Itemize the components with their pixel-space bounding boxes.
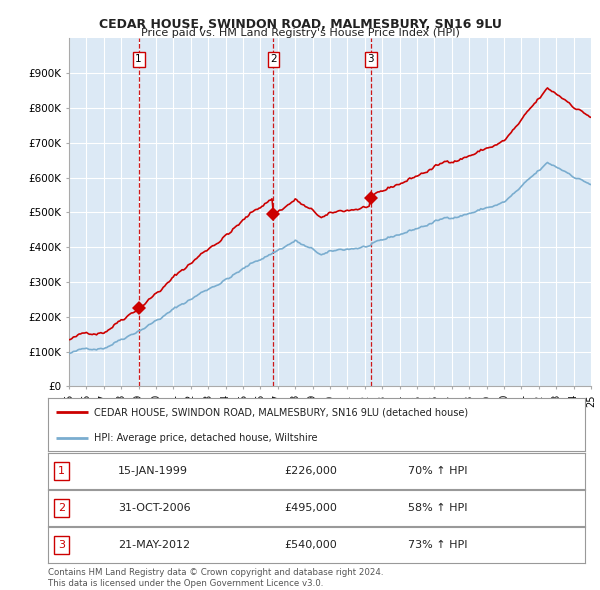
Text: 3: 3 bbox=[58, 540, 65, 550]
Text: 58% ↑ HPI: 58% ↑ HPI bbox=[408, 503, 467, 513]
Text: 15-JAN-1999: 15-JAN-1999 bbox=[118, 466, 188, 476]
Text: CEDAR HOUSE, SWINDON ROAD, MALMESBURY, SN16 9LU: CEDAR HOUSE, SWINDON ROAD, MALMESBURY, S… bbox=[98, 18, 502, 31]
Text: 73% ↑ HPI: 73% ↑ HPI bbox=[408, 540, 467, 550]
Text: 21-MAY-2012: 21-MAY-2012 bbox=[118, 540, 190, 550]
Text: 31-OCT-2006: 31-OCT-2006 bbox=[118, 503, 190, 513]
Text: Contains HM Land Registry data © Crown copyright and database right 2024.: Contains HM Land Registry data © Crown c… bbox=[48, 568, 383, 576]
Text: 3: 3 bbox=[367, 54, 374, 64]
Text: 1: 1 bbox=[135, 54, 142, 64]
Text: 1: 1 bbox=[58, 466, 65, 476]
Text: 2: 2 bbox=[270, 54, 277, 64]
Text: 70% ↑ HPI: 70% ↑ HPI bbox=[408, 466, 467, 476]
Text: Price paid vs. HM Land Registry's House Price Index (HPI): Price paid vs. HM Land Registry's House … bbox=[140, 28, 460, 38]
Text: £495,000: £495,000 bbox=[284, 503, 337, 513]
Text: £226,000: £226,000 bbox=[284, 466, 337, 476]
Text: CEDAR HOUSE, SWINDON ROAD, MALMESBURY, SN16 9LU (detached house): CEDAR HOUSE, SWINDON ROAD, MALMESBURY, S… bbox=[94, 407, 468, 417]
Text: £540,000: £540,000 bbox=[284, 540, 337, 550]
Text: 2: 2 bbox=[58, 503, 65, 513]
Text: This data is licensed under the Open Government Licence v3.0.: This data is licensed under the Open Gov… bbox=[48, 579, 323, 588]
Text: HPI: Average price, detached house, Wiltshire: HPI: Average price, detached house, Wilt… bbox=[94, 432, 317, 442]
